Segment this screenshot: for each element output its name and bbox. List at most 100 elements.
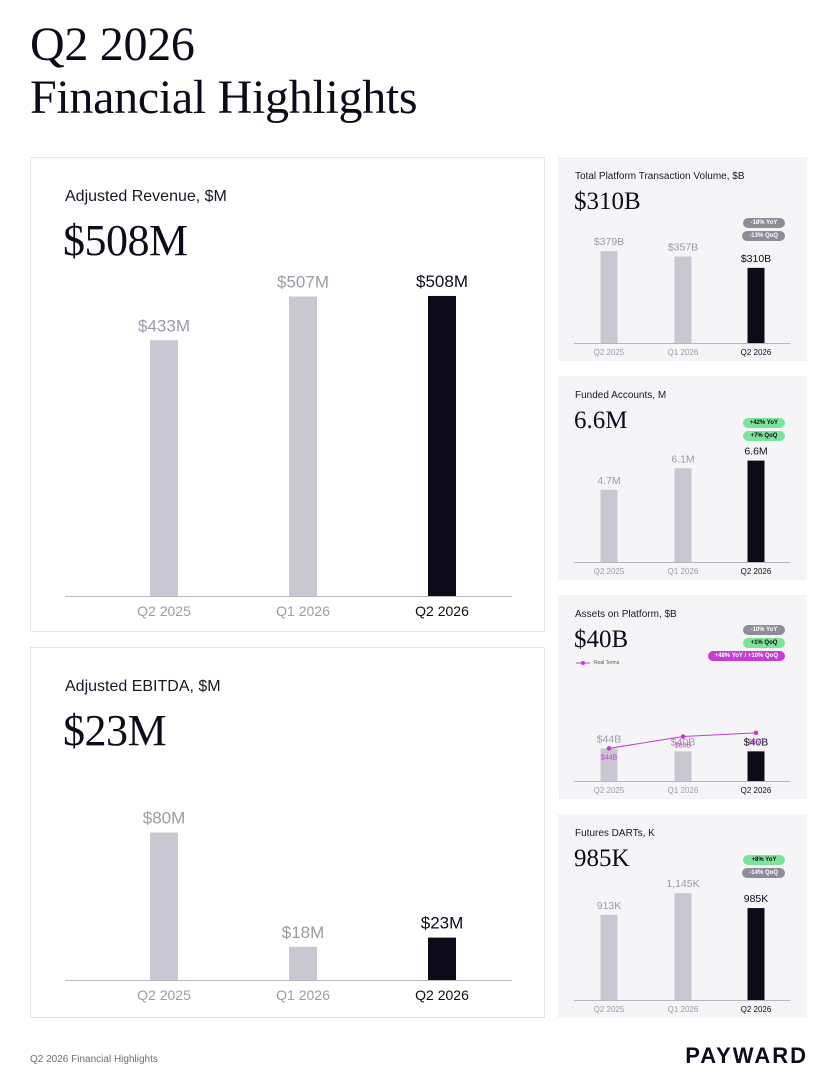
x-tick-label: Q1 2026 <box>668 1005 699 1014</box>
bar-q2-2026 <box>747 908 765 1000</box>
darts-chart: 913K Q2 2025 1,145K Q1 2026 985K Q2 2026 <box>574 878 790 1014</box>
change-badge: +7% QoQ <box>743 431 785 441</box>
page-title-line-2: Financial Highlights <box>30 71 418 124</box>
card-label: Assets on Platform, $B <box>575 609 677 620</box>
bar-q1-2026 <box>674 256 692 343</box>
real-terms-legend: Real Terms <box>576 660 619 666</box>
revenue-chart: $433M Q2 2025 $507M Q1 2026 $508M Q2 2026 <box>65 272 512 619</box>
bar-q2-2026 <box>747 267 765 343</box>
x-tick-label: Q1 2026 <box>668 348 699 357</box>
x-tick-label: Q2 2026 <box>415 987 469 1003</box>
real-terms-point <box>680 734 686 739</box>
data-label: 913K <box>597 900 622 912</box>
x-tick-label: Q2 2025 <box>594 348 625 357</box>
bar-q2-2025 <box>600 251 618 343</box>
bar-q2-2026 <box>747 460 765 562</box>
legend-label: Real Terms <box>594 660 620 666</box>
data-label: 4.7M <box>597 475 620 487</box>
x-tick-label: Q2 2026 <box>741 567 772 576</box>
line-marker-icon <box>576 661 590 665</box>
data-label: $44B <box>597 733 622 745</box>
real-terms-point <box>753 730 759 736</box>
change-badge: -13% QoQ <box>742 231 785 241</box>
bar-q1-2026 <box>674 751 692 781</box>
x-tick-label: Q2 2026 <box>741 348 772 357</box>
change-badges: -10% YoY +1% QoQ +48% YoY / +10% QoQ <box>707 625 785 661</box>
bar-q2-2026 <box>428 937 456 980</box>
page-title-line-1: Q2 2026 <box>30 18 195 71</box>
card-label: Futures DARTs, K <box>575 828 655 839</box>
data-label: $433M <box>138 316 190 335</box>
data-label: 6.1M <box>671 453 694 465</box>
x-tick-label: Q1 2026 <box>668 786 699 795</box>
x-tick-label: Q2 2026 <box>741 786 772 795</box>
real-terms-label: $44B <box>601 754 618 761</box>
change-badges: +42% YoY +7% QoQ <box>742 418 785 441</box>
data-label: $23M <box>421 914 464 933</box>
payward-logo: PAYWARD <box>685 1043 808 1068</box>
change-badge: +8% YoY <box>743 855 785 865</box>
bar-q1-2026 <box>674 893 692 1000</box>
card-value: $40B <box>574 626 629 653</box>
ebitda-chart: $80M Q2 2025 $18M Q1 2026 $23M Q2 2026 <box>65 809 512 1003</box>
data-label: 6.6M <box>744 446 767 458</box>
x-tick-label: Q1 2026 <box>276 603 330 619</box>
bar-q1-2026 <box>674 468 692 562</box>
x-tick-label: Q2 2025 <box>137 987 191 1003</box>
card-value: $508M <box>63 216 188 265</box>
revenue-card: Adjusted Revenue, $M $508M $433M Q2 2025 $… <box>30 157 545 632</box>
card-value: 6.6M <box>574 407 628 434</box>
card-label: Funded Accounts, M <box>575 390 667 401</box>
change-badges: +8% YoY -14% QoQ <box>742 855 785 878</box>
volume-chart: $379B Q2 2025 $357B Q1 2026 $310B Q2 2026 <box>574 236 790 357</box>
data-label: $40B <box>671 736 696 748</box>
x-tick-label: Q2 2025 <box>594 567 625 576</box>
data-label: 985K <box>744 893 769 905</box>
change-badge: -14% QoQ <box>742 868 785 878</box>
real-terms-label: $60B <box>675 743 692 750</box>
accounts-chart: 4.7M Q2 2025 6.1M Q1 2026 6.6M Q2 2026 <box>574 446 790 576</box>
data-label: $508M <box>416 272 468 291</box>
data-label: 1,145K <box>666 878 699 890</box>
data-label: $379B <box>594 236 624 248</box>
ebitda-card: Adjusted EBITDA, $M $23M $80M Q2 2025 $18M… <box>30 647 545 1018</box>
x-tick-label: Q1 2026 <box>668 567 699 576</box>
bar-q2-2025 <box>600 748 618 781</box>
footer-text: Q2 2026 Financial Highlights <box>30 1054 158 1065</box>
bar-q2-2025 <box>150 832 178 980</box>
change-badge: +1% QoQ <box>743 638 785 648</box>
data-label: $357B <box>668 241 698 253</box>
bar-q2-2025 <box>600 489 618 562</box>
data-label: $18M <box>282 923 325 942</box>
real-terms-label: $65B <box>748 739 765 746</box>
change-badges: -18% YoY -13% QoQ <box>742 218 785 241</box>
bar-q2-2025 <box>600 914 618 1000</box>
data-label: $507M <box>277 273 329 292</box>
page-title: Q2 2026 Financial Highlights <box>30 18 418 124</box>
bar-q2-2026 <box>747 751 765 781</box>
x-tick-label: Q2 2025 <box>137 603 191 619</box>
volume-card: Total Platform Transaction Volume, $B $3… <box>558 157 807 361</box>
accounts-card: Funded Accounts, M 6.6M +42% YoY +7% QoQ … <box>558 376 807 580</box>
bar-q2-2025 <box>150 340 178 596</box>
bar-q1-2026 <box>289 946 317 980</box>
x-tick-label: Q2 2025 <box>594 786 625 795</box>
change-badge: +42% YoY <box>742 418 785 428</box>
card-label: Adjusted Revenue, $M <box>65 188 227 205</box>
data-label: $80M <box>143 809 186 828</box>
assets-chart: $44B Q2 2025 $40B Q1 2026 $40B Q2 2026 $44B $60… <box>574 730 790 795</box>
x-tick-label: Q2 2025 <box>594 1005 625 1014</box>
change-badge: -10% YoY <box>743 625 785 635</box>
card-value: $23M <box>63 706 167 755</box>
card-label: Adjusted EBITDA, $M <box>65 678 221 695</box>
card-value: $310B <box>574 188 641 215</box>
x-tick-label: Q2 2026 <box>741 1005 772 1014</box>
darts-card: Futures DARTs, K 985K +8% YoY -14% QoQ 91… <box>558 814 807 1018</box>
data-label: $310B <box>741 253 771 265</box>
x-tick-label: Q2 2026 <box>415 603 469 619</box>
change-badge: +48% YoY / +10% QoQ <box>707 651 785 661</box>
card-value: 985K <box>574 845 630 872</box>
bar-q1-2026 <box>289 296 317 596</box>
real-terms-point <box>606 746 612 751</box>
x-tick-label: Q1 2026 <box>276 987 330 1003</box>
